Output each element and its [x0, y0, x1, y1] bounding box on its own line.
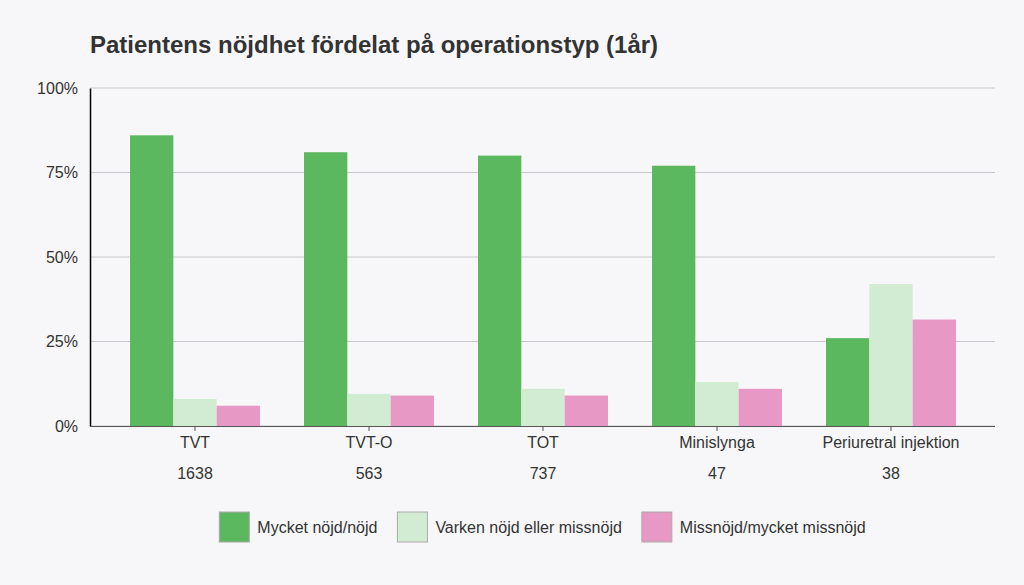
bar [521, 389, 564, 426]
legend: Mycket nöjd/nöjd Varken nöjd eller missnö… [219, 512, 865, 542]
grid-line [90, 88, 995, 89]
tick: Minislynga 47 [679, 426, 755, 482]
tick-label: 75% [46, 164, 78, 181]
bar [217, 406, 260, 426]
bar [347, 394, 390, 426]
grid-line [90, 257, 995, 258]
series [217, 320, 956, 426]
y-axis: 0% 25% 50% 75% 100% [37, 80, 90, 435]
tick-mark [369, 426, 370, 431]
tick-mark [195, 426, 196, 431]
legend-swatch [397, 512, 427, 542]
count-label: 737 [530, 465, 557, 482]
tick: 25% [46, 333, 90, 350]
tick-label: TVT-O [345, 434, 392, 451]
bars [130, 135, 956, 426]
tick-label: TOT [527, 434, 559, 451]
x-axis: TVT 1638 TVT-O 563 TOT 737 Minislynga 47 Periure… [90, 426, 995, 482]
legend-item: Missnöjd/mycket missnöjd [642, 512, 866, 542]
tick-label: 100% [37, 80, 78, 97]
chart: Patientens nöjdhet fördelat på operation… [0, 0, 1024, 585]
legend-item: Mycket nöjd/nöjd [219, 512, 377, 542]
tick-mark [891, 426, 892, 431]
bar [826, 338, 869, 426]
bar [130, 135, 173, 426]
legend-item: Varken nöjd eller missnöjd [397, 512, 621, 542]
bar [913, 320, 956, 426]
tick: TVT-O 563 [345, 426, 392, 482]
tick-label: 0% [55, 418, 78, 435]
bar [739, 389, 782, 426]
bar [869, 284, 912, 426]
tick: 100% [37, 80, 90, 97]
bar [391, 396, 434, 426]
tick: Periuretral injektion 38 [823, 426, 960, 482]
tick-mark [717, 426, 718, 431]
tick-label: 25% [46, 333, 78, 350]
legend-swatch [219, 512, 249, 542]
tick: 0% [55, 418, 90, 435]
title: Patientens nöjdhet fördelat på operation… [90, 31, 658, 58]
tick: TVT 1638 [177, 426, 213, 482]
grid-line [90, 172, 995, 173]
bar [565, 396, 608, 426]
tick: 75% [46, 164, 90, 181]
y-axis-line [90, 89, 92, 427]
tick-label: TVT [180, 434, 210, 451]
count-label: 563 [356, 465, 383, 482]
bar [652, 166, 695, 426]
legend-label: Varken nöjd eller missnöjd [435, 519, 621, 536]
tick: TOT 737 [527, 426, 559, 482]
legend-swatch [642, 512, 672, 542]
legend-label: Missnöjd/mycket missnöjd [680, 519, 866, 536]
bar [304, 152, 347, 426]
tick-label: Minislynga [679, 434, 755, 451]
count-label: 38 [882, 465, 900, 482]
tick-label: Periuretral injektion [823, 434, 960, 451]
series [130, 135, 869, 426]
bar [478, 156, 521, 426]
legend-label: Mycket nöjd/nöjd [257, 519, 377, 536]
bar [173, 399, 216, 426]
tick-mark [543, 426, 544, 431]
grid [90, 88, 995, 426]
bar [695, 382, 738, 426]
tick: 50% [46, 249, 90, 266]
count-label: 47 [708, 465, 726, 482]
tick-label: 50% [46, 249, 78, 266]
series [173, 284, 912, 426]
count-label: 1638 [177, 465, 213, 482]
